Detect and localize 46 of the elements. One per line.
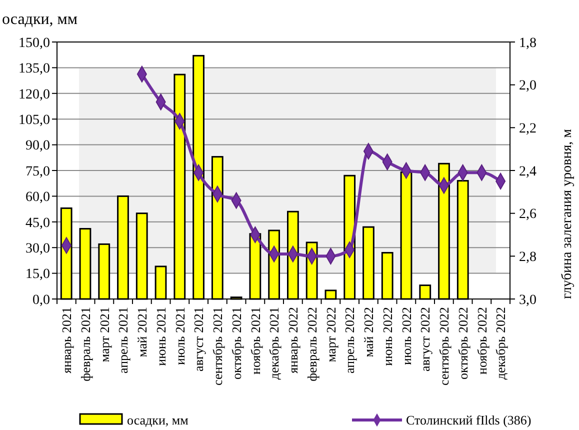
y2-tick-label: 3,0 [519,292,536,308]
y-tick-label: 135,0 [18,62,50,77]
x-tick-label: ноябрь 2022 [474,307,490,374]
x-tick-label: февраль 2021 [78,307,93,382]
x-tick-label: август 2021 [191,307,206,372]
y2-tick-label: 2,4 [519,164,536,180]
y2-tick-label: 2,6 [519,207,536,222]
legend-label: Столинский fIlds (386) [406,412,532,428]
x-tick-label: январь 2021 [58,307,74,374]
x-tick-label: февраль 2022 [304,307,320,382]
x-tick-label: май 2021 [134,307,150,358]
y-tick-label: 60,0 [26,190,50,206]
x-tick-label: март 2022 [323,307,338,362]
y-tick-label: 90,0 [26,138,50,154]
x-tick-label: ноябрь 2021 [248,307,263,374]
x-tick-label: сентябрь 2021 [210,307,225,386]
x-tick-label: июль 2022 [398,307,414,366]
y-tick-label: 75,0 [26,164,50,180]
x-tick-label: июль 2021 [172,307,188,366]
x-tick-label: сентябрь 2022 [436,307,452,386]
y-tick-label: 105,0 [18,113,50,128]
x-tick-label: апрель 2021 [116,307,131,374]
y2-tick-label: 2,2 [519,122,536,137]
x-tick-label: декабрь 2021 [266,307,282,380]
y-tick-label: 30,0 [26,242,50,256]
x-tick-label: январь 2022 [285,307,300,374]
y-tick-label: 15,0 [26,267,50,282]
y-tick-label: 0,0 [32,292,50,308]
x-tick-label: июнь 2021 [153,307,168,366]
y-tick-label: 120,0 [18,87,50,102]
y-axis-title: осадки, мм [2,11,78,28]
legend-label: осадки, мм [127,412,188,428]
x-tick-label: август 2022 [418,307,433,372]
x-tick-label: октябрь 2021 [228,307,244,380]
y2-axis-title: глубина залегания уровня, м [560,128,575,299]
y-tick-label: 150,0 [18,36,50,51]
y2-tick-label: 2,0 [519,78,536,94]
x-tick-label: октябрь 2022 [455,307,470,380]
y2-tick-label: 2,8 [519,250,536,266]
x-tick-label: апрель 2022 [342,307,358,374]
y-tick-label: 45,0 [26,216,50,231]
x-tick-label: май 2022 [360,307,376,358]
x-tick-label: март 2021 [96,307,112,362]
x-tick-label: декабрь 2022 [493,307,508,380]
y2-tick-label: 1,8 [519,36,536,51]
x-tick-label: июнь 2022 [380,307,395,366]
